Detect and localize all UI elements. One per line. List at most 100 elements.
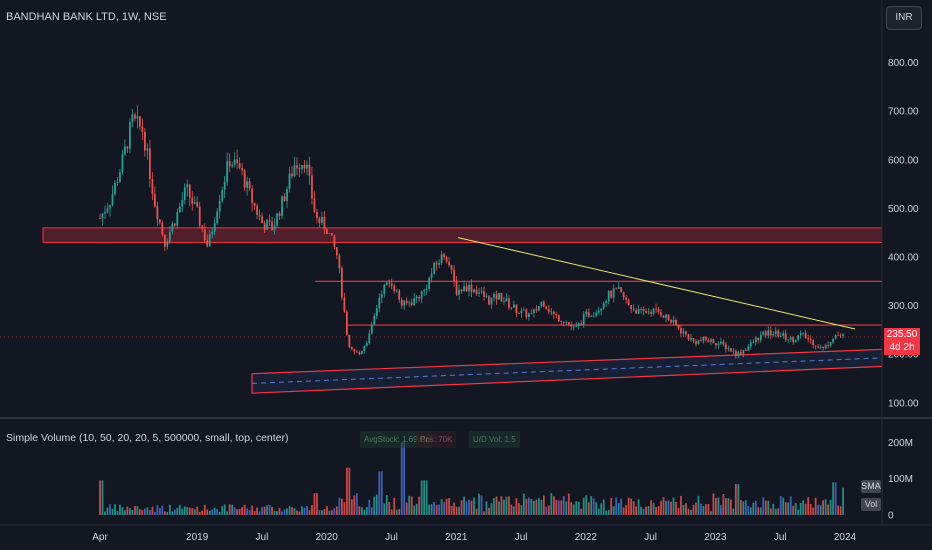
candle <box>710 337 712 346</box>
volume-bar <box>443 502 445 515</box>
candle <box>769 326 772 339</box>
volume-bar <box>513 506 515 515</box>
candle <box>759 331 762 343</box>
descending-trendline[interactable] <box>458 237 856 330</box>
volume-bar <box>153 511 156 515</box>
candle <box>642 306 645 316</box>
last-price-value: 235.50 <box>886 329 918 340</box>
candle <box>336 246 338 260</box>
candle <box>405 297 408 306</box>
candle <box>685 330 687 337</box>
candle <box>468 281 470 297</box>
candle <box>321 211 323 225</box>
volume-bar <box>839 506 842 515</box>
candle <box>423 288 426 296</box>
rising-channel[interactable] <box>251 348 883 394</box>
candle <box>400 297 403 309</box>
candle <box>722 339 725 347</box>
candle <box>450 264 453 275</box>
candle <box>363 345 366 354</box>
candle <box>298 163 301 177</box>
volume-bar <box>637 499 640 515</box>
candle <box>680 325 682 338</box>
candle <box>253 202 256 210</box>
candle <box>445 255 448 264</box>
candle <box>223 175 226 199</box>
time-tick-label: 2019 <box>186 532 209 543</box>
volume-bar <box>739 499 742 515</box>
volume-bar <box>231 504 234 515</box>
volume-bar <box>463 496 465 515</box>
resistance-zone[interactable] <box>42 227 883 243</box>
candle <box>475 285 478 296</box>
candle <box>368 329 371 345</box>
volume-bar <box>163 511 166 515</box>
candle <box>662 314 665 319</box>
candle <box>355 349 358 353</box>
candle <box>523 307 525 311</box>
volume-bar <box>350 499 353 515</box>
candle <box>243 168 246 192</box>
volume-bar <box>715 498 717 515</box>
candle <box>465 282 468 292</box>
candle <box>727 345 730 352</box>
candle <box>463 280 465 292</box>
volume-bar <box>725 498 727 515</box>
volume-bar <box>131 509 134 515</box>
volume-bar <box>528 497 530 515</box>
volume-bar <box>822 500 825 515</box>
volume-bar <box>168 504 171 515</box>
candle <box>323 211 326 235</box>
candle <box>331 232 333 236</box>
volume-bar <box>318 510 321 515</box>
candle <box>607 290 610 305</box>
candle <box>455 276 458 296</box>
candle <box>403 300 406 310</box>
candle <box>311 166 313 205</box>
volume-bar <box>732 508 735 515</box>
volume-bar <box>281 511 283 515</box>
volume-bar <box>615 497 618 515</box>
volume-bar <box>328 510 331 515</box>
volume-bar <box>173 509 176 515</box>
volume-indicator-label[interactable]: Simple Volume (10, 50, 20, 20, 5, 500000… <box>6 432 289 444</box>
volume-bar <box>537 497 540 515</box>
volume-bar <box>515 498 518 515</box>
candle <box>799 330 802 339</box>
currency-button[interactable]: INR <box>886 6 922 30</box>
volume-bar <box>580 508 583 515</box>
volume-bar <box>201 510 204 515</box>
candle <box>281 195 283 219</box>
volume-bar <box>415 503 418 515</box>
candle <box>513 300 515 308</box>
candle <box>530 309 533 315</box>
volume-bar <box>338 497 341 515</box>
volume-bar <box>617 503 620 515</box>
volume-bar <box>834 482 837 515</box>
candle <box>198 201 201 228</box>
volume-bar <box>632 501 635 515</box>
volume-bar <box>216 508 219 515</box>
volume-bar <box>567 493 570 515</box>
volume-bar <box>769 508 772 515</box>
volume-bar <box>717 497 720 515</box>
volume-bar <box>794 502 797 515</box>
volume-bar <box>241 507 244 515</box>
candle <box>540 301 543 308</box>
candle <box>657 307 660 315</box>
candle <box>650 309 652 318</box>
price-tick-label: 600.00 <box>888 155 919 166</box>
volume-bar <box>700 503 702 515</box>
candle <box>767 326 770 339</box>
candle <box>630 305 633 314</box>
candle <box>695 338 697 347</box>
candle <box>505 293 508 302</box>
volume-bar <box>221 506 224 515</box>
candle <box>839 333 842 339</box>
candle <box>440 250 443 265</box>
candle <box>398 289 401 303</box>
candle <box>333 234 336 249</box>
candle <box>236 149 239 170</box>
candle <box>784 329 787 342</box>
